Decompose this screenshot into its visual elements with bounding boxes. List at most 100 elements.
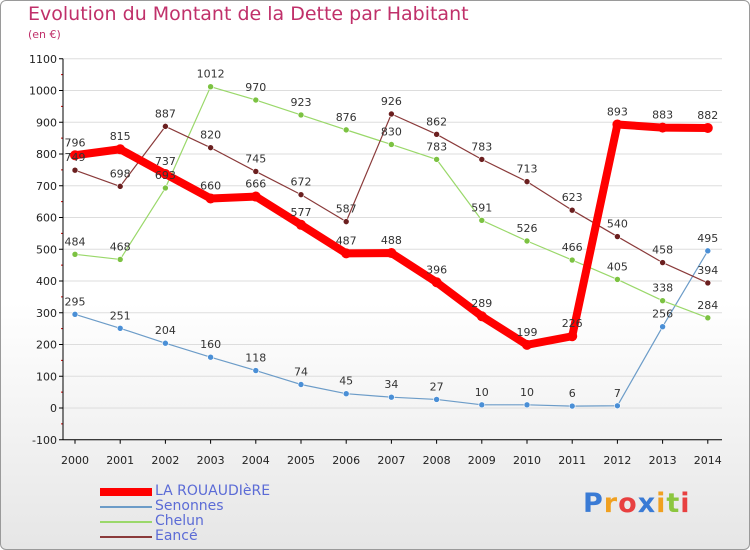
data-point	[252, 367, 260, 374]
x-tick-label: 2008	[423, 454, 451, 467]
legend-label: Chelun	[155, 513, 204, 529]
data-point	[297, 191, 305, 198]
y-tick-label: 300	[36, 307, 57, 320]
data-point	[162, 123, 169, 130]
data-label: 204	[155, 324, 176, 337]
data-label: 666	[245, 178, 266, 191]
y-tick-label: 1000	[29, 85, 57, 98]
legend-label: Eancé	[155, 528, 198, 544]
chart-title: Evolution du Montant de la Dette par Hab…	[28, 3, 469, 25]
data-point	[116, 183, 124, 190]
x-tick-label: 2014	[694, 454, 722, 467]
logo-letter: x	[637, 488, 657, 519]
x-tick-label: 2012	[603, 454, 631, 467]
data-label: 488	[381, 234, 402, 247]
data-point	[659, 297, 666, 304]
data-label: 698	[110, 167, 131, 180]
data-point	[431, 277, 442, 288]
data-label: 10	[520, 386, 534, 399]
data-label: 820	[200, 129, 221, 142]
data-label: 796	[65, 136, 86, 149]
data-point	[614, 276, 621, 283]
data-point	[704, 247, 712, 255]
data-point	[341, 248, 352, 259]
data-point	[386, 248, 397, 259]
data-point	[250, 191, 261, 202]
data-label: 830	[381, 125, 402, 138]
data-label: 10	[475, 386, 489, 399]
data-point	[523, 401, 531, 409]
data-point	[388, 141, 395, 148]
y-tick-label: 0	[50, 402, 57, 415]
data-point	[568, 206, 576, 214]
legend-swatch	[100, 521, 152, 523]
data-label: 160	[200, 338, 221, 351]
logo-letter: r	[603, 488, 619, 519]
data-label: 923	[291, 96, 312, 109]
y-tick-label: 900	[36, 116, 57, 129]
data-point	[162, 184, 169, 192]
data-point	[433, 396, 440, 403]
data-point	[659, 259, 666, 266]
x-tick-label: 2013	[649, 454, 677, 467]
data-label: 6	[569, 387, 576, 400]
data-point	[612, 119, 623, 130]
logo-letter: o	[618, 488, 638, 519]
data-label: 284	[697, 299, 718, 312]
data-point	[657, 122, 668, 133]
logo-letter: i	[680, 488, 691, 519]
y-tick-label: 800	[36, 148, 57, 161]
data-label: 660	[200, 179, 221, 192]
data-label: 926	[381, 95, 402, 108]
data-label: 591	[471, 201, 492, 214]
data-label: 199	[517, 326, 538, 339]
x-tick-label: 2000	[61, 454, 89, 467]
data-label: 394	[697, 264, 718, 277]
data-point	[614, 402, 621, 410]
data-point	[342, 218, 350, 225]
data-point	[116, 325, 124, 332]
data-label: 256	[652, 308, 673, 321]
data-label: 815	[110, 130, 131, 143]
data-label: 338	[652, 282, 673, 295]
y-tick-label: 500	[36, 243, 57, 256]
data-point	[207, 83, 214, 90]
data-label: 484	[65, 235, 86, 248]
legend-label: LA ROUAUDIèRE	[155, 483, 271, 499]
data-label: 74	[294, 366, 308, 379]
data-point	[522, 339, 532, 350]
data-point	[207, 144, 214, 151]
logo-letter: t	[666, 488, 681, 519]
data-label: 487	[336, 234, 357, 247]
data-label: 495	[697, 232, 718, 245]
data-point	[478, 217, 486, 224]
data-label: 396	[426, 263, 447, 276]
data-label: 458	[652, 244, 673, 257]
x-tick-label: 2002	[151, 454, 179, 467]
data-label: 887	[155, 107, 176, 120]
data-label: 623	[562, 191, 583, 204]
data-label: 34	[384, 378, 398, 391]
data-label: 295	[65, 295, 86, 308]
data-label: 468	[110, 240, 131, 253]
data-point	[478, 401, 486, 409]
data-point	[342, 390, 350, 398]
data-point	[252, 96, 260, 104]
data-label: 693	[155, 169, 176, 182]
data-label: 783	[471, 140, 492, 153]
data-label: 876	[336, 111, 357, 124]
data-label: 672	[291, 176, 312, 189]
x-tick-label: 2003	[197, 454, 225, 467]
y-tick-label: 600	[36, 212, 57, 225]
data-label: 1012	[197, 68, 225, 81]
data-label: 737	[155, 155, 176, 168]
data-point	[704, 279, 712, 287]
data-point	[614, 233, 621, 240]
data-point	[70, 150, 80, 161]
data-point	[704, 314, 712, 322]
data-label: 27	[430, 380, 444, 393]
data-label: 882	[697, 109, 718, 122]
data-label: 251	[110, 309, 131, 322]
data-point	[71, 166, 79, 174]
